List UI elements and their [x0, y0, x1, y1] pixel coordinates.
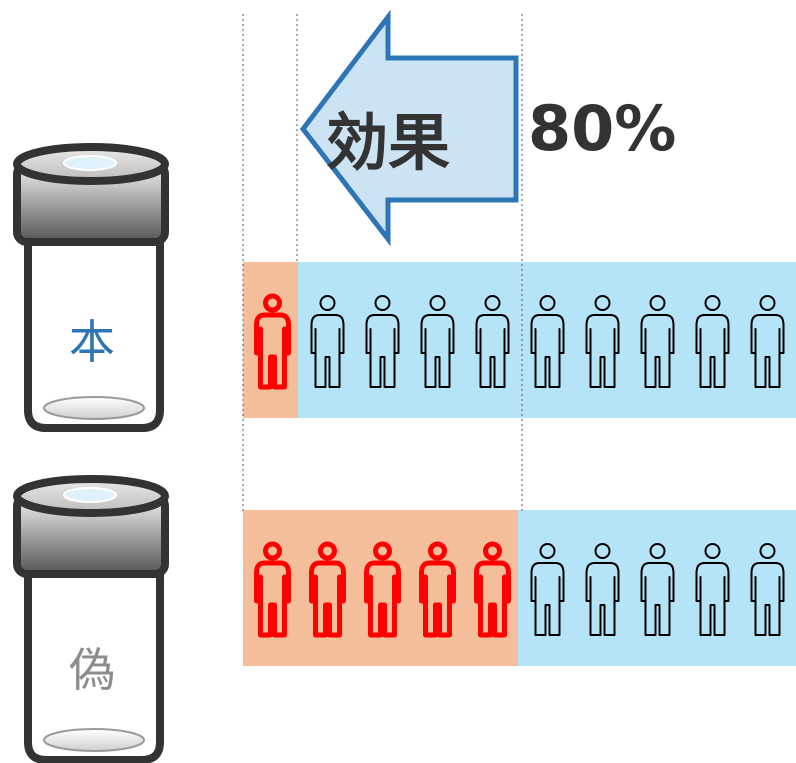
person-icon — [420, 295, 455, 388]
vial-label-real: 本 — [69, 315, 115, 369]
unaffected-band — [298, 262, 796, 418]
person-icon — [310, 295, 345, 388]
people-layer — [254, 293, 785, 638]
person-icon — [530, 543, 565, 636]
person-icon — [365, 295, 400, 388]
vial-icon — [13, 475, 169, 763]
person-icon — [530, 295, 565, 388]
person-icon — [254, 541, 291, 638]
person-icon — [750, 295, 785, 388]
guide-lines — [242, 14, 523, 512]
person-icon — [640, 295, 675, 388]
effect-percent: 80% — [528, 92, 677, 165]
person-icon — [695, 295, 730, 388]
person-icon — [640, 543, 675, 636]
effect-label: 効果 — [326, 106, 451, 179]
person-icon — [585, 295, 620, 388]
person-icon — [585, 543, 620, 636]
person-icon — [475, 295, 510, 388]
person-icon — [419, 541, 456, 638]
person-icon — [254, 293, 291, 390]
person-icon — [364, 541, 401, 638]
arrow-left-icon — [299, 9, 519, 247]
vial-icon — [13, 143, 169, 432]
person-icon — [695, 543, 730, 636]
person-icon — [474, 541, 511, 638]
vial-label-placebo: 偽 — [69, 643, 115, 697]
person-icon — [750, 543, 785, 636]
person-icon — [309, 541, 346, 638]
